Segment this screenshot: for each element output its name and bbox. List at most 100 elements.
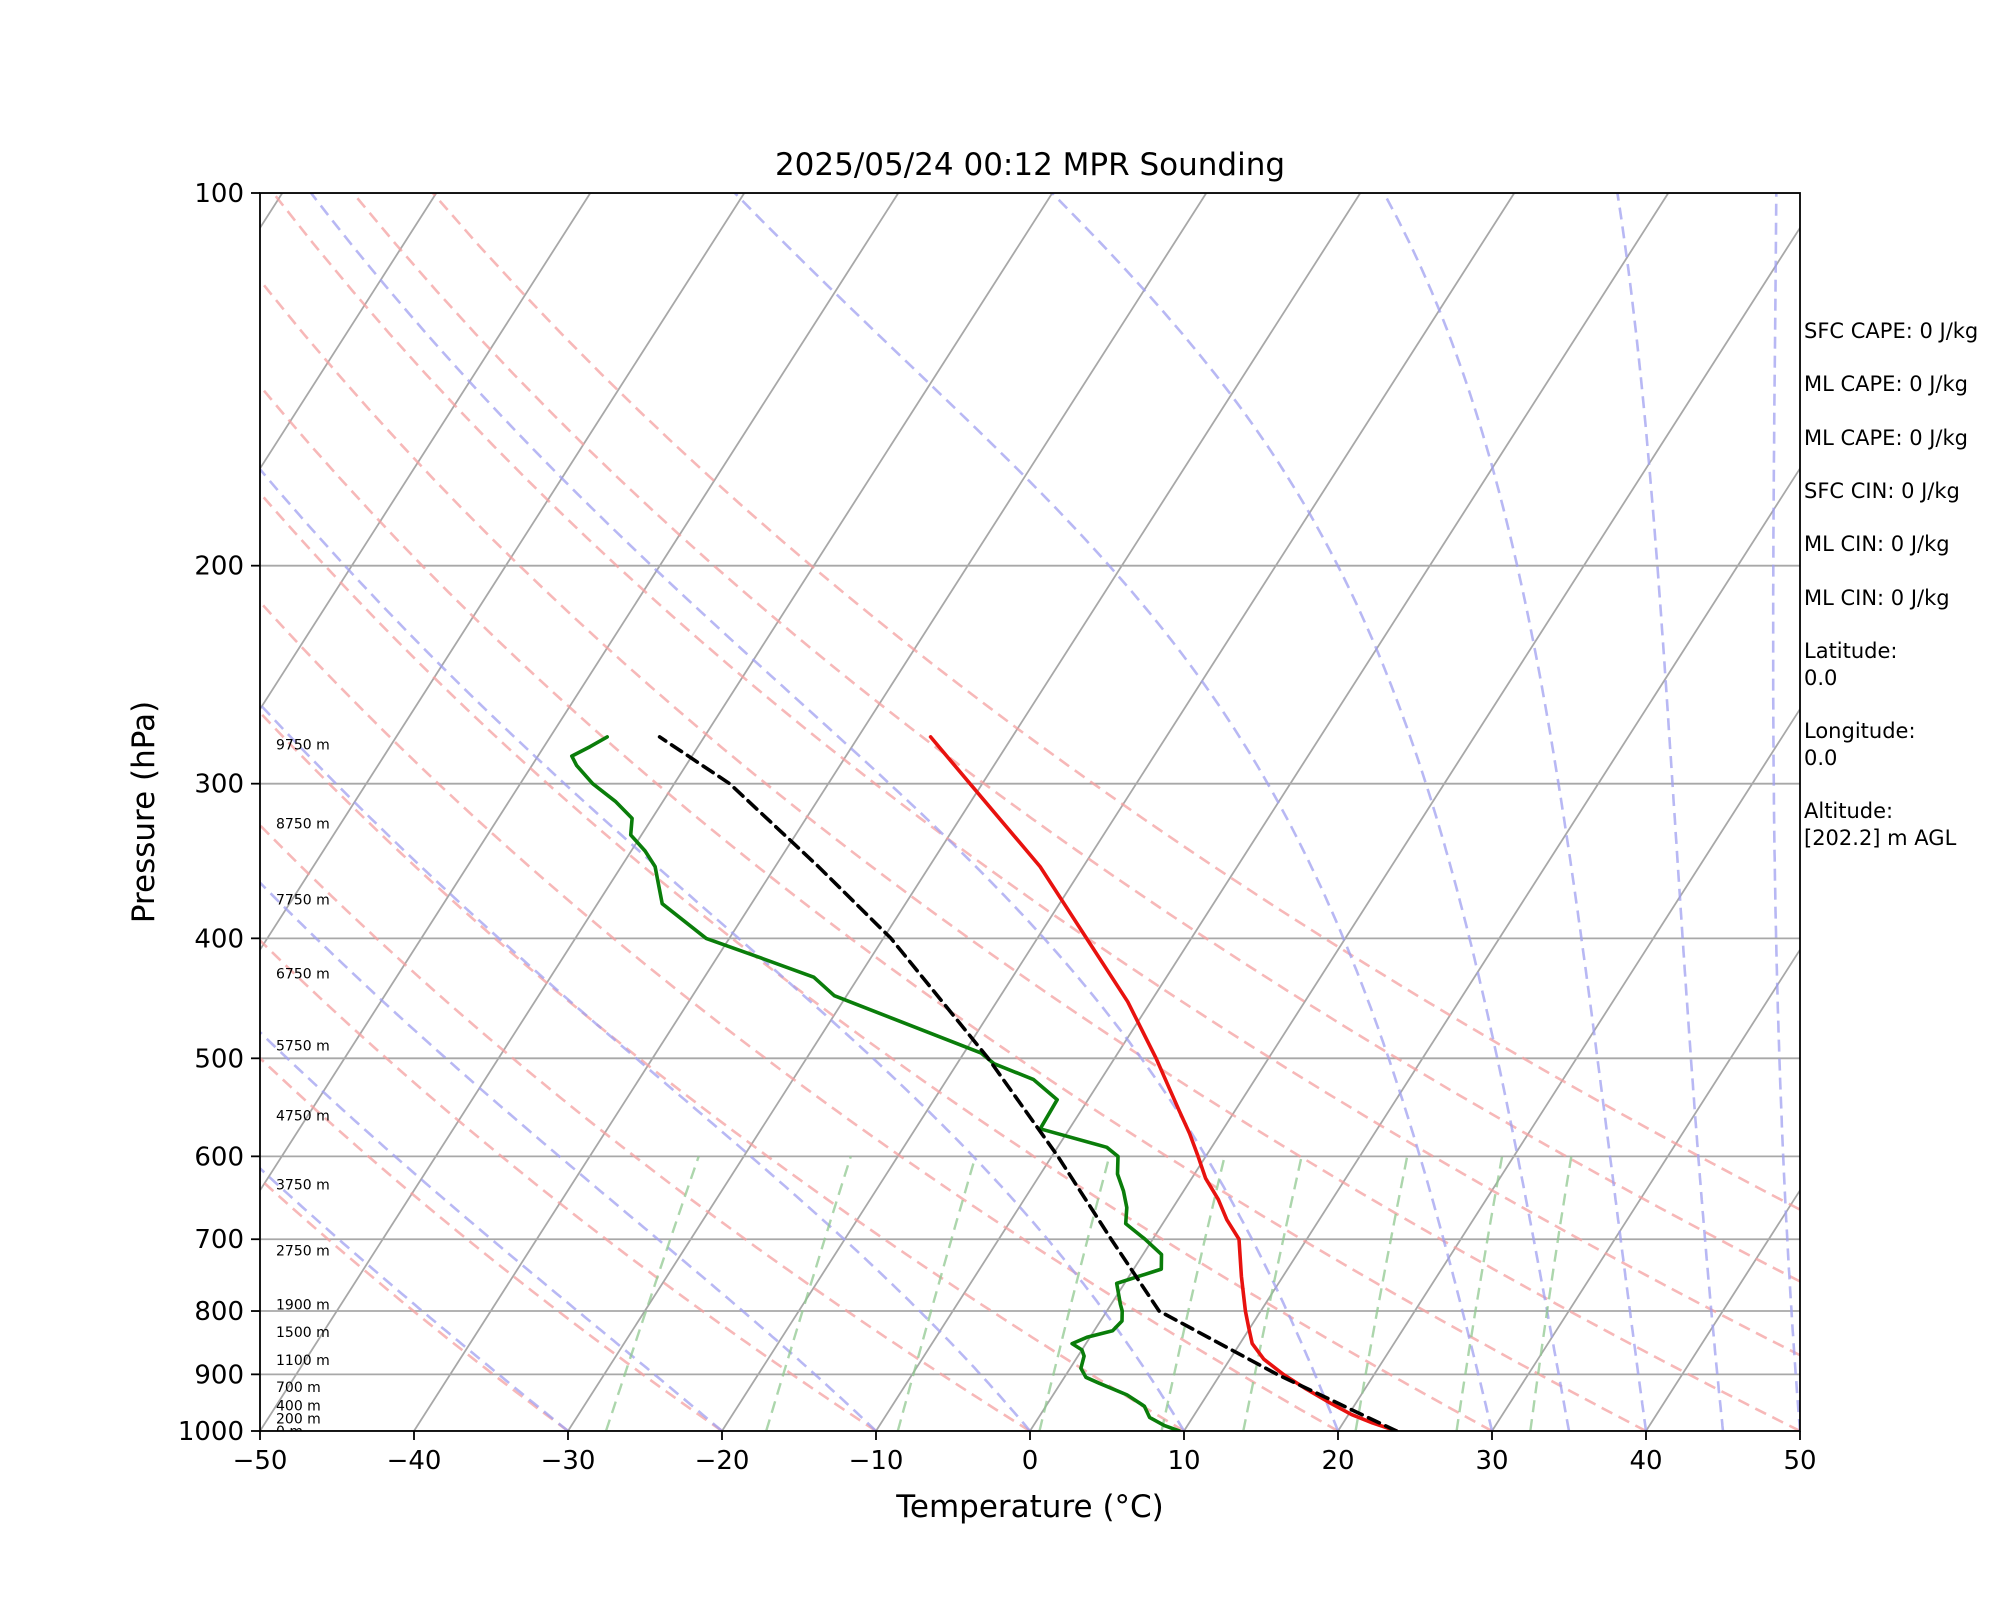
y-tick-label: 800 bbox=[194, 1297, 244, 1327]
dry-adiabat-line bbox=[260, 277, 1800, 1431]
mixing-ratio-lines bbox=[604, 1156, 1573, 1431]
ml-cin-text: ML CIN: 0 J/kg bbox=[1804, 586, 1950, 610]
mixing-ratio-line bbox=[896, 1156, 977, 1431]
height-label: 400 m bbox=[276, 1399, 321, 1415]
height-label: 4750 m bbox=[276, 1108, 330, 1124]
isotherm-line bbox=[260, 193, 746, 952]
isotherm-line bbox=[260, 193, 900, 1193]
mixing-ratio-line bbox=[1455, 1156, 1504, 1431]
x-tick-label: −30 bbox=[541, 1446, 596, 1476]
x-tick-label: 0 bbox=[1022, 1446, 1039, 1476]
mixing-ratio-line bbox=[1354, 1156, 1409, 1431]
height-label: 6750 m bbox=[276, 966, 330, 982]
x-tick-label: 20 bbox=[1321, 1446, 1354, 1476]
y-tick-label: 500 bbox=[194, 1044, 244, 1074]
x-tick-label: 50 bbox=[1783, 1446, 1816, 1476]
mixing-ratio-line bbox=[604, 1156, 700, 1431]
chart-title: 2025/05/24 00:12 MPR Sounding bbox=[775, 147, 1285, 183]
height-label: 700 m bbox=[276, 1380, 321, 1396]
y-axis-title: Pressure (hPa) bbox=[126, 701, 162, 923]
dry-adiabat-line bbox=[272, 193, 1800, 1357]
isotherm-line bbox=[260, 193, 438, 471]
height-label: 1100 m bbox=[276, 1353, 330, 1369]
moist-adiabat-line bbox=[309, 193, 1340, 1431]
height-label: 7750 m bbox=[276, 892, 330, 908]
moist-adiabat-line bbox=[1051, 193, 1571, 1431]
ml-cin-text: ML CIN: 0 J/kg bbox=[1804, 532, 1950, 556]
dry-adiabat-line bbox=[260, 491, 1493, 1431]
longitude-text: Longitude: 0.0 bbox=[1804, 719, 1916, 770]
isobar-grid bbox=[260, 193, 1800, 1431]
moist-adiabat-line bbox=[1382, 193, 1648, 1431]
ml-cape-text: ML CAPE: 0 J/kg bbox=[1804, 426, 1969, 450]
isotherm-line bbox=[413, 193, 1208, 1431]
isotherm-line bbox=[875, 193, 1670, 1431]
y-tick-label: 1000 bbox=[178, 1417, 244, 1447]
moist-adiabat-line bbox=[733, 193, 1494, 1431]
dry-adiabat-line bbox=[260, 383, 1647, 1431]
isotherm-line bbox=[1337, 707, 1800, 1431]
dry-adiabat-line bbox=[260, 823, 1031, 1431]
x-tick-label: 10 bbox=[1167, 1446, 1200, 1476]
mixing-ratio-line bbox=[1529, 1156, 1573, 1431]
mixing-ratio-line bbox=[765, 1156, 852, 1431]
y-tick-label: 100 bbox=[194, 179, 244, 209]
height-label: 8750 m bbox=[276, 816, 330, 832]
x-axis-ticks: −50 −40 −30 −20 −10 0 10 20 30 40 50 bbox=[233, 1431, 1817, 1476]
height-label: 200 m bbox=[276, 1411, 321, 1427]
isotherm-line bbox=[1029, 226, 1800, 1431]
y-tick-label: 400 bbox=[194, 924, 244, 954]
dewpoint-profile-line bbox=[570, 735, 1182, 1431]
y-tick-label: 600 bbox=[194, 1142, 244, 1172]
y-tick-label: 300 bbox=[194, 770, 244, 800]
x-tick-label: −50 bbox=[233, 1446, 288, 1476]
y-tick-label: 900 bbox=[194, 1360, 244, 1390]
y-tick-label: 200 bbox=[194, 552, 244, 582]
sfc-cin-text: SFC CIN: 0 J/kg bbox=[1804, 479, 1960, 503]
dry-adiabat-lines bbox=[260, 193, 1800, 1431]
x-tick-label: 30 bbox=[1475, 1446, 1508, 1476]
dry-adiabat-line bbox=[260, 710, 1185, 1431]
y-tick-label: 700 bbox=[194, 1225, 244, 1255]
x-tick-label: 40 bbox=[1629, 1446, 1662, 1476]
parcel-profile-line bbox=[657, 735, 1399, 1431]
dry-adiabat-line bbox=[260, 1056, 723, 1431]
x-tick-label: −20 bbox=[695, 1446, 750, 1476]
isotherm-line bbox=[1183, 466, 1800, 1431]
height-label: 5750 m bbox=[276, 1038, 330, 1054]
height-label: 1900 m bbox=[276, 1297, 330, 1313]
height-label: 3750 m bbox=[276, 1177, 330, 1193]
ml-cape-text: ML CAPE: 0 J/kg bbox=[1804, 372, 1969, 396]
isotherm-line bbox=[260, 193, 592, 711]
y-axis-ticks: 1000 900 800 700 600 500 400 300 200 100 bbox=[178, 179, 260, 1447]
height-label: 9750 m bbox=[276, 738, 330, 754]
mixing-ratio-line bbox=[1160, 1156, 1226, 1431]
mixing-ratio-line bbox=[1242, 1156, 1303, 1431]
moist-adiabat-line bbox=[260, 702, 1031, 1431]
sounding-profiles bbox=[570, 735, 1399, 1431]
moist-adiabat-line bbox=[1771, 193, 1800, 1431]
isotherm-line bbox=[1645, 1188, 1800, 1431]
isotherm-line bbox=[567, 193, 1362, 1431]
dry-adiabat-line bbox=[260, 1177, 569, 1431]
dry-adiabat-line bbox=[260, 938, 877, 1431]
moist-adiabat-lines bbox=[260, 193, 1800, 1431]
x-tick-label: −10 bbox=[849, 1446, 904, 1476]
x-tick-label: −40 bbox=[387, 1446, 442, 1476]
moist-adiabat-line bbox=[260, 1030, 723, 1431]
height-label: 2750 m bbox=[276, 1244, 330, 1260]
x-axis-title: Temperature (°C) bbox=[895, 1489, 1164, 1525]
sfc-cape-text: SFC CAPE: 0 J/kg bbox=[1804, 319, 1979, 343]
isotherm-line bbox=[260, 193, 1054, 1431]
moist-adiabat-line bbox=[260, 1166, 569, 1431]
isotherm-grid bbox=[260, 193, 1800, 1431]
height-label: 0 m bbox=[276, 1424, 303, 1440]
moist-adiabat-line bbox=[1616, 193, 1725, 1431]
altitude-text: Altitude: [202.2] m AGL bbox=[1804, 799, 1957, 850]
isotherm-line bbox=[721, 193, 1516, 1431]
dry-adiabat-line bbox=[431, 193, 1800, 1212]
dry-adiabat-line bbox=[260, 599, 1339, 1431]
